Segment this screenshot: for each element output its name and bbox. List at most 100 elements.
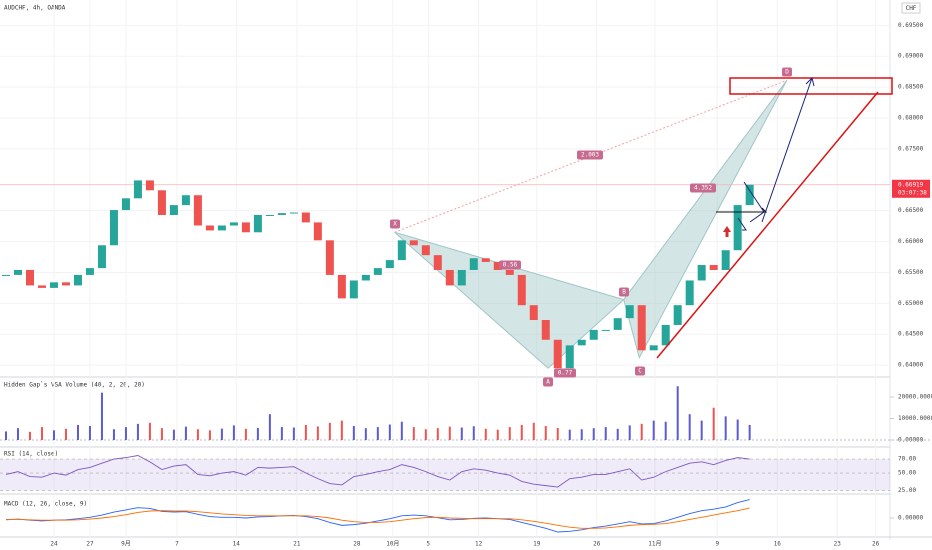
currency-box bbox=[901, 2, 921, 14]
candle bbox=[13, 269, 22, 275]
target-zone bbox=[729, 77, 893, 95]
volume-bar bbox=[448, 426, 451, 440]
y-tick-label: 25.00 bbox=[898, 487, 916, 494]
candle bbox=[517, 274, 526, 306]
y-tick-label: 0.69000 bbox=[898, 53, 924, 60]
candle bbox=[349, 280, 358, 299]
pattern-label: X bbox=[393, 221, 397, 228]
x-tick-label: 10月 bbox=[386, 541, 399, 548]
candle bbox=[529, 305, 538, 321]
volume-bar bbox=[16, 428, 19, 440]
volume-bar bbox=[340, 420, 343, 440]
volume-bar bbox=[4, 431, 7, 440]
candle bbox=[565, 345, 574, 369]
candle bbox=[145, 180, 154, 191]
candle bbox=[421, 245, 430, 256]
candle bbox=[217, 225, 226, 231]
candle bbox=[745, 184, 754, 206]
candle bbox=[253, 214, 262, 233]
rsi-title: RSI (14, close) bbox=[4, 451, 58, 458]
x-tick-label: 12 bbox=[475, 541, 483, 548]
candle bbox=[289, 212, 298, 214]
volume-bar bbox=[724, 416, 727, 440]
pattern-label-box bbox=[543, 377, 553, 387]
volume-bar bbox=[88, 426, 91, 440]
candle bbox=[181, 195, 190, 206]
y-tick-label: 0.69500 bbox=[898, 22, 924, 29]
volume-bar bbox=[652, 420, 655, 440]
volume-title: Hidden Gap`s VSA Volume (40, 2, 20, 20) bbox=[4, 382, 145, 389]
volume-bar bbox=[676, 386, 679, 440]
volume-bar bbox=[544, 426, 547, 440]
pattern-label: B bbox=[622, 289, 626, 296]
volume-bar bbox=[352, 426, 355, 440]
y-tick-label: 0.68000 bbox=[898, 114, 924, 121]
x-tick-label: 11月 bbox=[648, 541, 661, 548]
candle bbox=[25, 269, 34, 286]
y-tick-label: 0.00000 bbox=[898, 515, 924, 522]
volume-bar bbox=[436, 428, 439, 440]
pattern-label: 4.352 bbox=[694, 185, 712, 192]
pattern-label: D bbox=[785, 69, 789, 76]
volume-bar bbox=[112, 429, 115, 440]
pattern-label: C bbox=[638, 368, 642, 375]
arrow bbox=[761, 77, 813, 223]
volume-bar bbox=[328, 422, 331, 440]
volume-bar bbox=[508, 427, 511, 440]
last-price-box bbox=[892, 179, 930, 198]
volume-bar bbox=[712, 407, 715, 440]
candle bbox=[37, 285, 46, 288]
volume-bar bbox=[388, 424, 391, 440]
volume-bar bbox=[40, 427, 43, 440]
candle bbox=[553, 339, 562, 369]
candle bbox=[229, 222, 238, 226]
pattern-label-box bbox=[554, 368, 576, 378]
candle bbox=[325, 240, 334, 275]
y-tick-label: 0.64500 bbox=[898, 331, 924, 338]
candle bbox=[1, 274, 10, 276]
candle bbox=[457, 269, 466, 286]
x-tick-label: 5 bbox=[426, 541, 430, 548]
candle bbox=[505, 269, 514, 275]
volume-bar bbox=[568, 429, 571, 440]
rsi-line bbox=[5, 455, 750, 488]
candle bbox=[589, 329, 598, 340]
candle bbox=[61, 282, 70, 286]
x-tick-label: 24 bbox=[50, 541, 58, 548]
volume-bar bbox=[268, 414, 271, 440]
candle bbox=[601, 329, 610, 331]
volume-bar bbox=[316, 426, 319, 440]
volume-bar bbox=[412, 427, 415, 440]
candle bbox=[109, 210, 118, 246]
volume-bar bbox=[580, 429, 583, 440]
volume-bar bbox=[532, 422, 535, 440]
candle bbox=[685, 280, 694, 306]
x-tick-label: 9 bbox=[715, 541, 719, 548]
candle bbox=[73, 274, 82, 286]
pattern-label-box bbox=[690, 183, 716, 193]
volume-bar bbox=[304, 424, 307, 440]
candle bbox=[277, 213, 286, 215]
macd-line bbox=[5, 499, 750, 533]
rsi-band bbox=[0, 459, 890, 491]
volume-bar bbox=[640, 423, 643, 440]
volume-bar bbox=[484, 428, 487, 440]
volume-bar bbox=[136, 423, 139, 440]
up-arrow bbox=[723, 226, 731, 237]
volume-bar bbox=[232, 425, 235, 440]
candle bbox=[445, 269, 454, 286]
x-tick-label: 23 bbox=[834, 541, 842, 548]
candle bbox=[709, 265, 718, 270]
candle bbox=[625, 305, 634, 319]
arrow-head bbox=[805, 77, 815, 87]
candle bbox=[241, 222, 250, 233]
candle bbox=[121, 198, 130, 211]
candle bbox=[49, 282, 58, 288]
volume-bar bbox=[496, 429, 499, 440]
y-tick-label: 0.65000 bbox=[898, 300, 924, 307]
currency: CHF bbox=[906, 5, 917, 12]
candle bbox=[265, 214, 274, 216]
x-tick-label: 26 bbox=[872, 541, 880, 548]
